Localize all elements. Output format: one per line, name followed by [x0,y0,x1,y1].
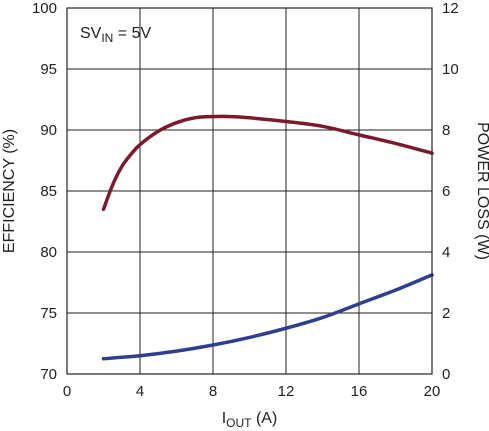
grid-lines [66,7,433,375]
x-tick-label: 4 [136,383,144,400]
y-left-tick-label: 80 [40,244,57,261]
y-left-tick-label: 75 [40,305,57,322]
y-right-axis-label: POWER LOSS (W) [474,122,489,260]
y-left-tick-label: 85 [40,183,57,200]
annotation-tail: = 5V [113,25,151,42]
annotation-main: SV [80,25,102,42]
x-label-tail: (A) [252,410,278,427]
x-axis-label: IOUT (A) [222,410,278,430]
y-left-tick-label: 70 [40,366,57,383]
y-right-tick-label: 10 [442,61,459,78]
power-loss-curve [101,273,434,361]
y-right-tick-label: 0 [442,366,450,383]
tick-labels: 0 4 8 12 16 20 70 75 80 85 90 95 100 0 2 4 6 8 10 12 [32,0,459,400]
x-tick-label: 8 [209,383,217,400]
sv-in-annotation: SVIN = 5V [80,25,151,45]
y-right-tick-label: 6 [442,183,450,200]
y-right-tick-label: 8 [442,122,450,139]
x-label-subscript: OUT [226,416,252,430]
series-lines [101,114,434,361]
y-right-tick-label: 12 [442,0,459,17]
efficiency-curve [101,114,434,212]
y-right-tick-label: 2 [442,305,450,322]
x-label-main: I [222,410,226,427]
y-left-tick-label: 95 [40,61,57,78]
y-right-tick-label: 4 [442,244,450,261]
x-tick-label: 20 [424,383,441,400]
y-left-tick-label: 100 [32,0,57,17]
y-left-tick-label: 90 [40,122,57,139]
plot-frame [66,7,433,375]
x-tick-label: 0 [63,383,71,400]
x-tick-label: 12 [278,383,295,400]
y-left-axis-label: EFFICIENCY (%) [1,129,18,253]
x-tick-label: 16 [351,383,368,400]
annotation-subscript: IN [101,31,113,45]
